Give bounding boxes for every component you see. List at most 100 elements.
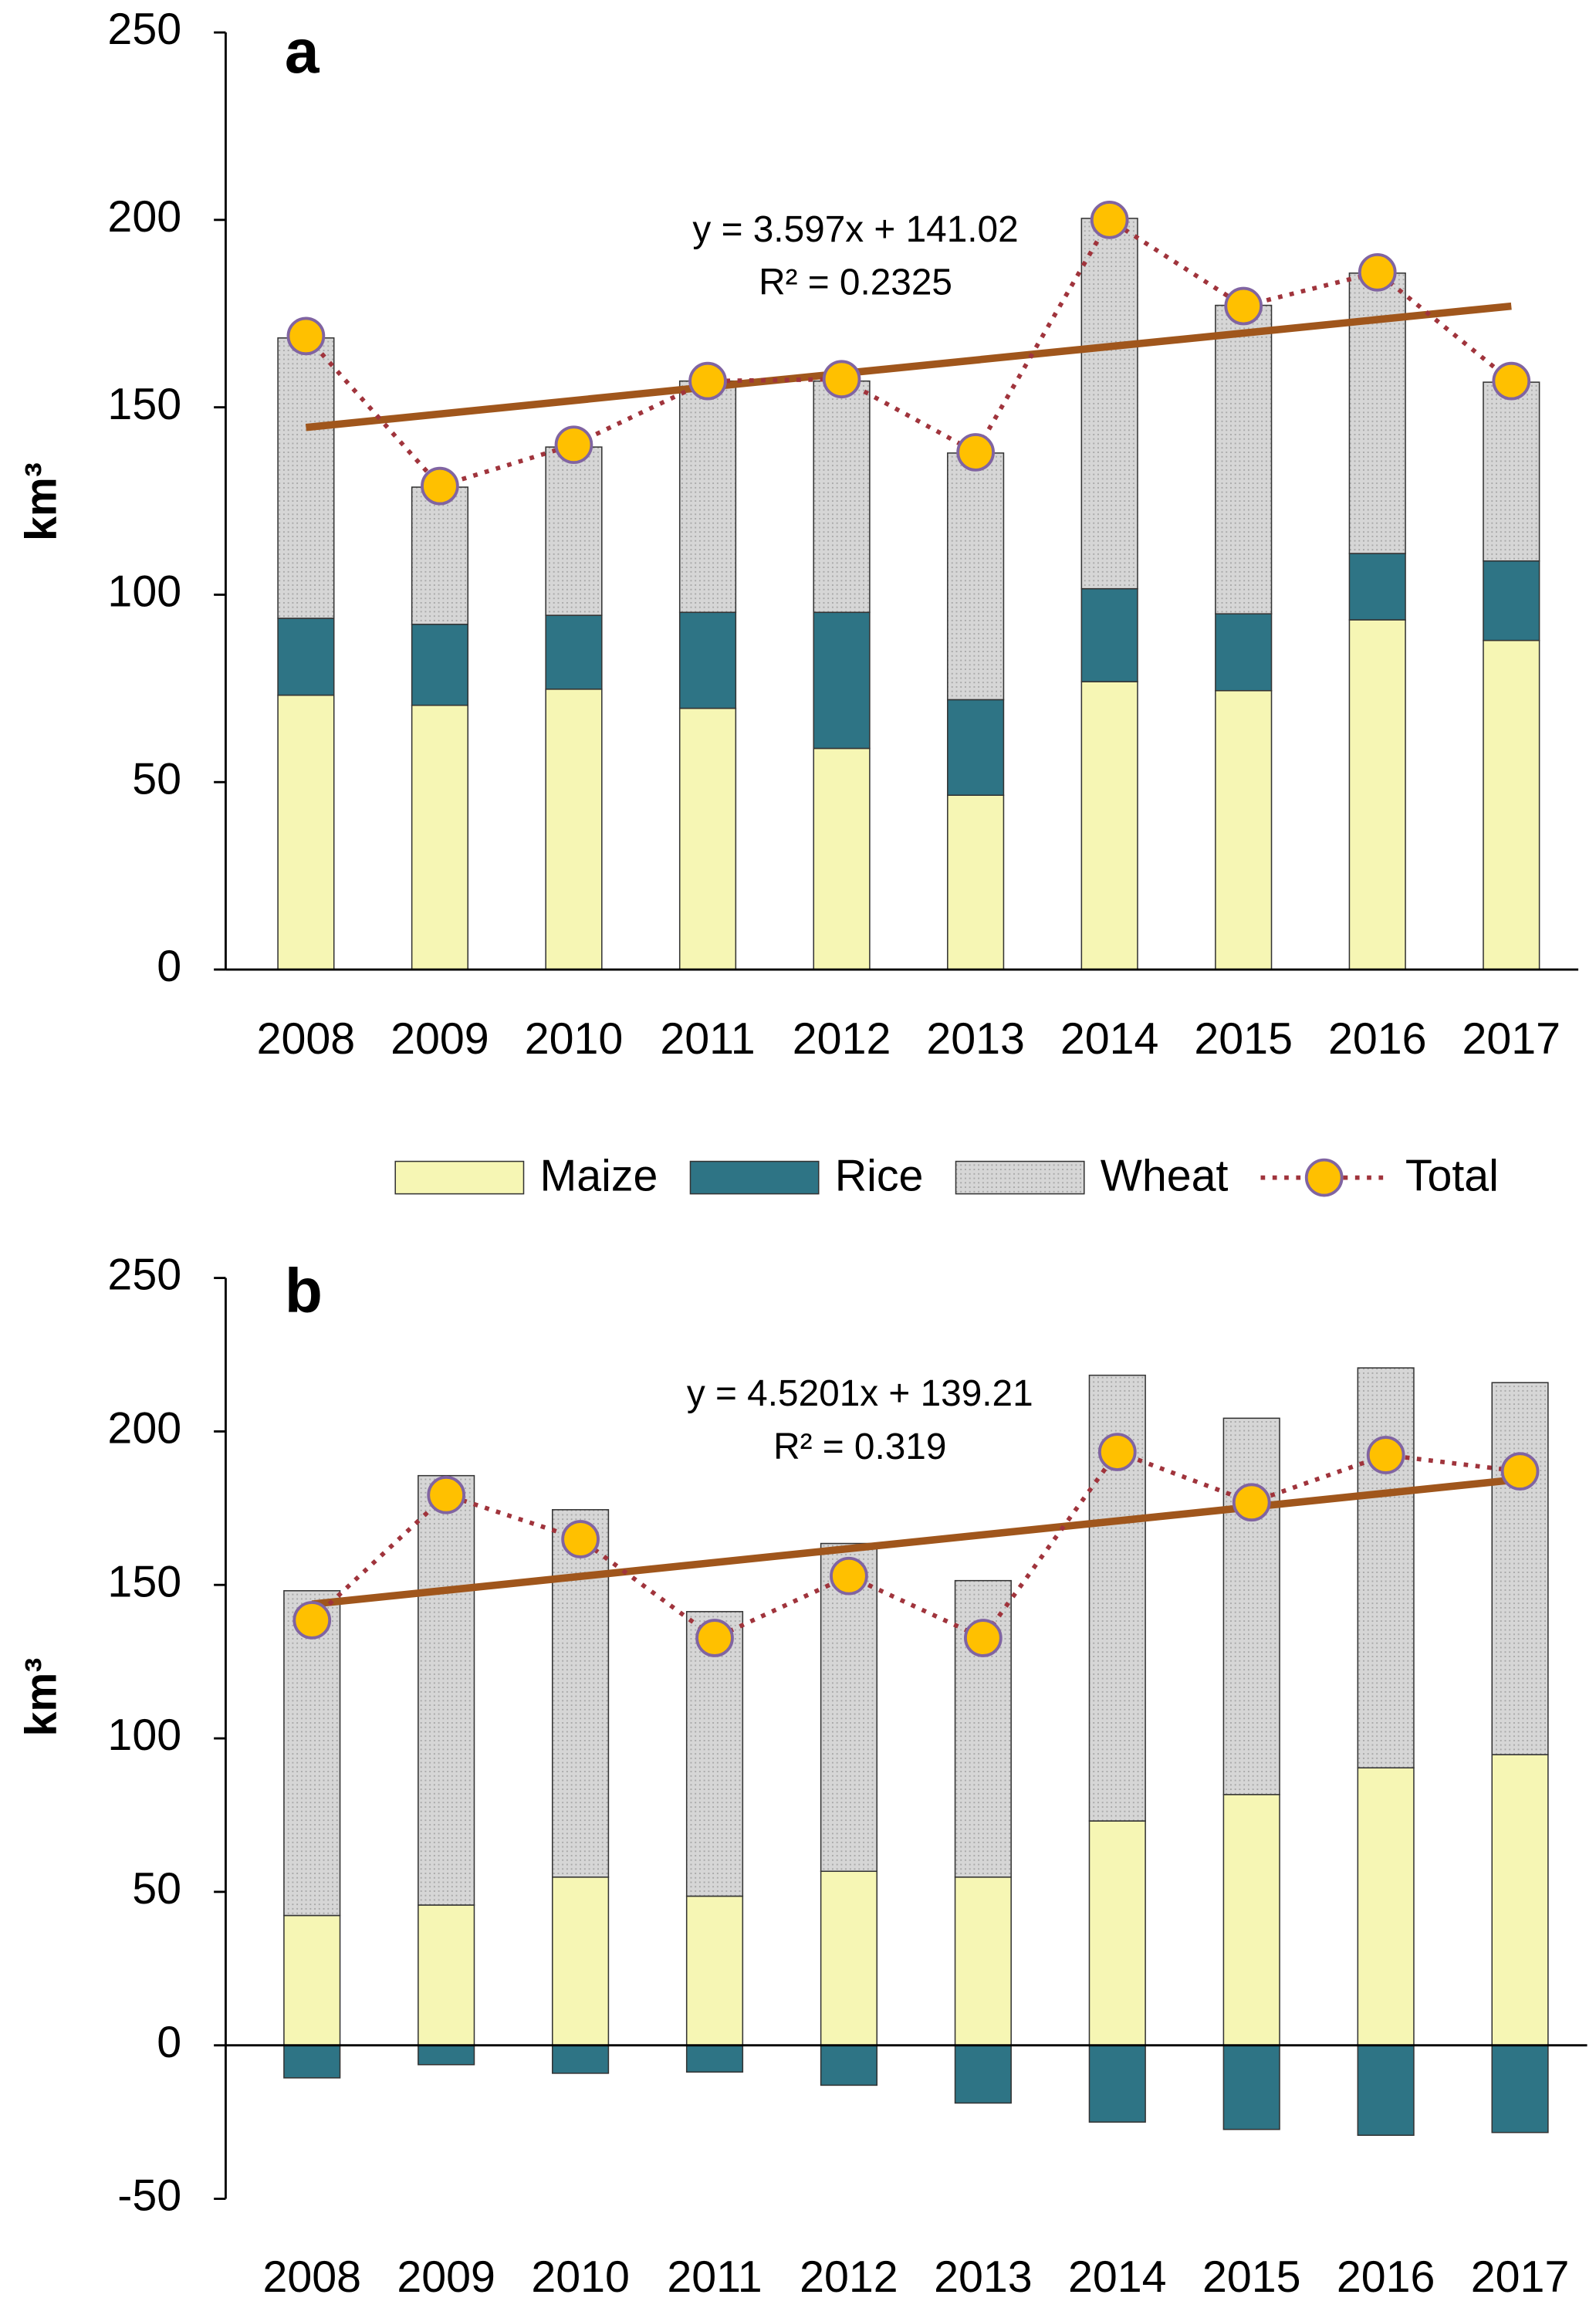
y-tick-label: 0 (157, 2018, 181, 2067)
bar (1215, 689, 1273, 970)
bar (1357, 1367, 1415, 1768)
bar (545, 689, 603, 970)
bar (954, 1877, 1012, 2046)
y-tick-label: 150 (107, 1557, 181, 1606)
bar (411, 486, 469, 625)
legend-swatch (394, 1160, 525, 1195)
bar (1215, 304, 1273, 614)
y-tick-label: -50 (117, 2171, 181, 2221)
bar (1222, 1417, 1280, 1795)
legend-swatch (955, 1160, 1085, 1195)
bar (1483, 381, 1540, 562)
bar (283, 2044, 341, 2079)
trend-equation: y = 3.597x + 141.02 (692, 209, 1018, 250)
y-tick-label: 250 (107, 5, 181, 54)
y-tick-label: 200 (107, 192, 181, 242)
bar (947, 699, 1005, 796)
x-tick-label: 2015 (1194, 1014, 1293, 1064)
total-line (310, 1449, 1520, 1641)
bar (947, 794, 1005, 970)
x-tick-label: 2010 (525, 1014, 624, 1064)
x-tick-label: 2012 (800, 2252, 898, 2302)
total-marker (695, 1619, 734, 1657)
total-marker (1224, 286, 1263, 326)
legend-label: Maize (540, 1152, 658, 1201)
bar (678, 380, 737, 614)
x-tick-label: 2012 (793, 1014, 891, 1064)
bar (418, 1474, 475, 1906)
bar (545, 614, 603, 690)
total-marker (427, 1475, 466, 1514)
trend-equation: y = 4.5201x + 139.21 (687, 1373, 1033, 1414)
bar (283, 1590, 341, 1917)
bar (277, 618, 335, 696)
bar (820, 2044, 878, 2086)
total-line (304, 216, 1513, 489)
bar (1222, 2044, 1280, 2130)
bar (678, 611, 737, 709)
bar (1088, 1820, 1146, 2046)
bar (813, 380, 871, 614)
x-tick-label: 2011 (660, 1014, 755, 1064)
bar (685, 1895, 744, 2046)
y-axis-label: km³ (16, 462, 66, 541)
trend-r-squared: R² = 0.319 (773, 1426, 946, 1467)
legend-label: Wheat (1101, 1152, 1229, 1201)
bar (1080, 218, 1138, 590)
total-marker (1500, 1452, 1540, 1491)
total-marker (1366, 1436, 1405, 1474)
y-tick-label: 250 (107, 1250, 181, 1300)
total-marker (1492, 361, 1531, 401)
bar (1348, 619, 1406, 970)
bar (1357, 2044, 1415, 2136)
bar (1215, 613, 1273, 692)
total-marker (554, 425, 593, 465)
total-marker (822, 360, 861, 399)
x-tick-label: 2016 (1337, 2252, 1435, 2302)
panel-label: b (285, 1257, 323, 1326)
bar (1483, 560, 1540, 641)
y-tick-label: 100 (107, 1711, 181, 1760)
bar (552, 1877, 610, 2046)
bar (552, 2044, 610, 2074)
x-tick-label: 2010 (531, 2252, 630, 2302)
bar (813, 611, 871, 750)
legend-swatch (689, 1160, 820, 1195)
bar (1491, 1382, 1549, 1755)
x-tick-label: 2011 (667, 2252, 762, 2302)
bar (411, 624, 469, 706)
bar (283, 1914, 341, 2046)
bar (685, 2044, 744, 2073)
legend-label: Rice (835, 1152, 924, 1201)
total-marker (1090, 201, 1129, 239)
y-tick-label: 150 (107, 380, 181, 429)
bar (1222, 1794, 1280, 2046)
x-tick-label: 2009 (397, 2252, 495, 2302)
x-tick-label: 2014 (1060, 1014, 1159, 1064)
panel-label: a (285, 17, 320, 86)
total-marker (964, 1619, 1003, 1657)
bar (545, 446, 603, 616)
total-marker (1232, 1483, 1271, 1522)
bar (1491, 1754, 1549, 2046)
bar (411, 704, 469, 970)
bar (1080, 681, 1138, 970)
bar (947, 452, 1005, 701)
total-marker (421, 466, 459, 506)
total-marker (830, 1556, 868, 1596)
y-axis-label: km³ (16, 1658, 66, 1737)
total-marker (1358, 252, 1397, 292)
total-marker (956, 433, 995, 472)
legend-marker (1304, 1158, 1344, 1197)
bar (813, 747, 871, 970)
bar (1357, 1767, 1415, 2046)
total-marker (1097, 1433, 1137, 1471)
bar (1491, 2044, 1549, 2134)
bar (820, 1870, 878, 2046)
y-tick-label: 50 (132, 754, 181, 804)
bar (685, 1611, 744, 1897)
trend-line (311, 1475, 1521, 1608)
x-tick-label: 2013 (934, 2252, 1033, 2302)
bar (678, 707, 737, 970)
legend-label: Total (1405, 1152, 1499, 1201)
